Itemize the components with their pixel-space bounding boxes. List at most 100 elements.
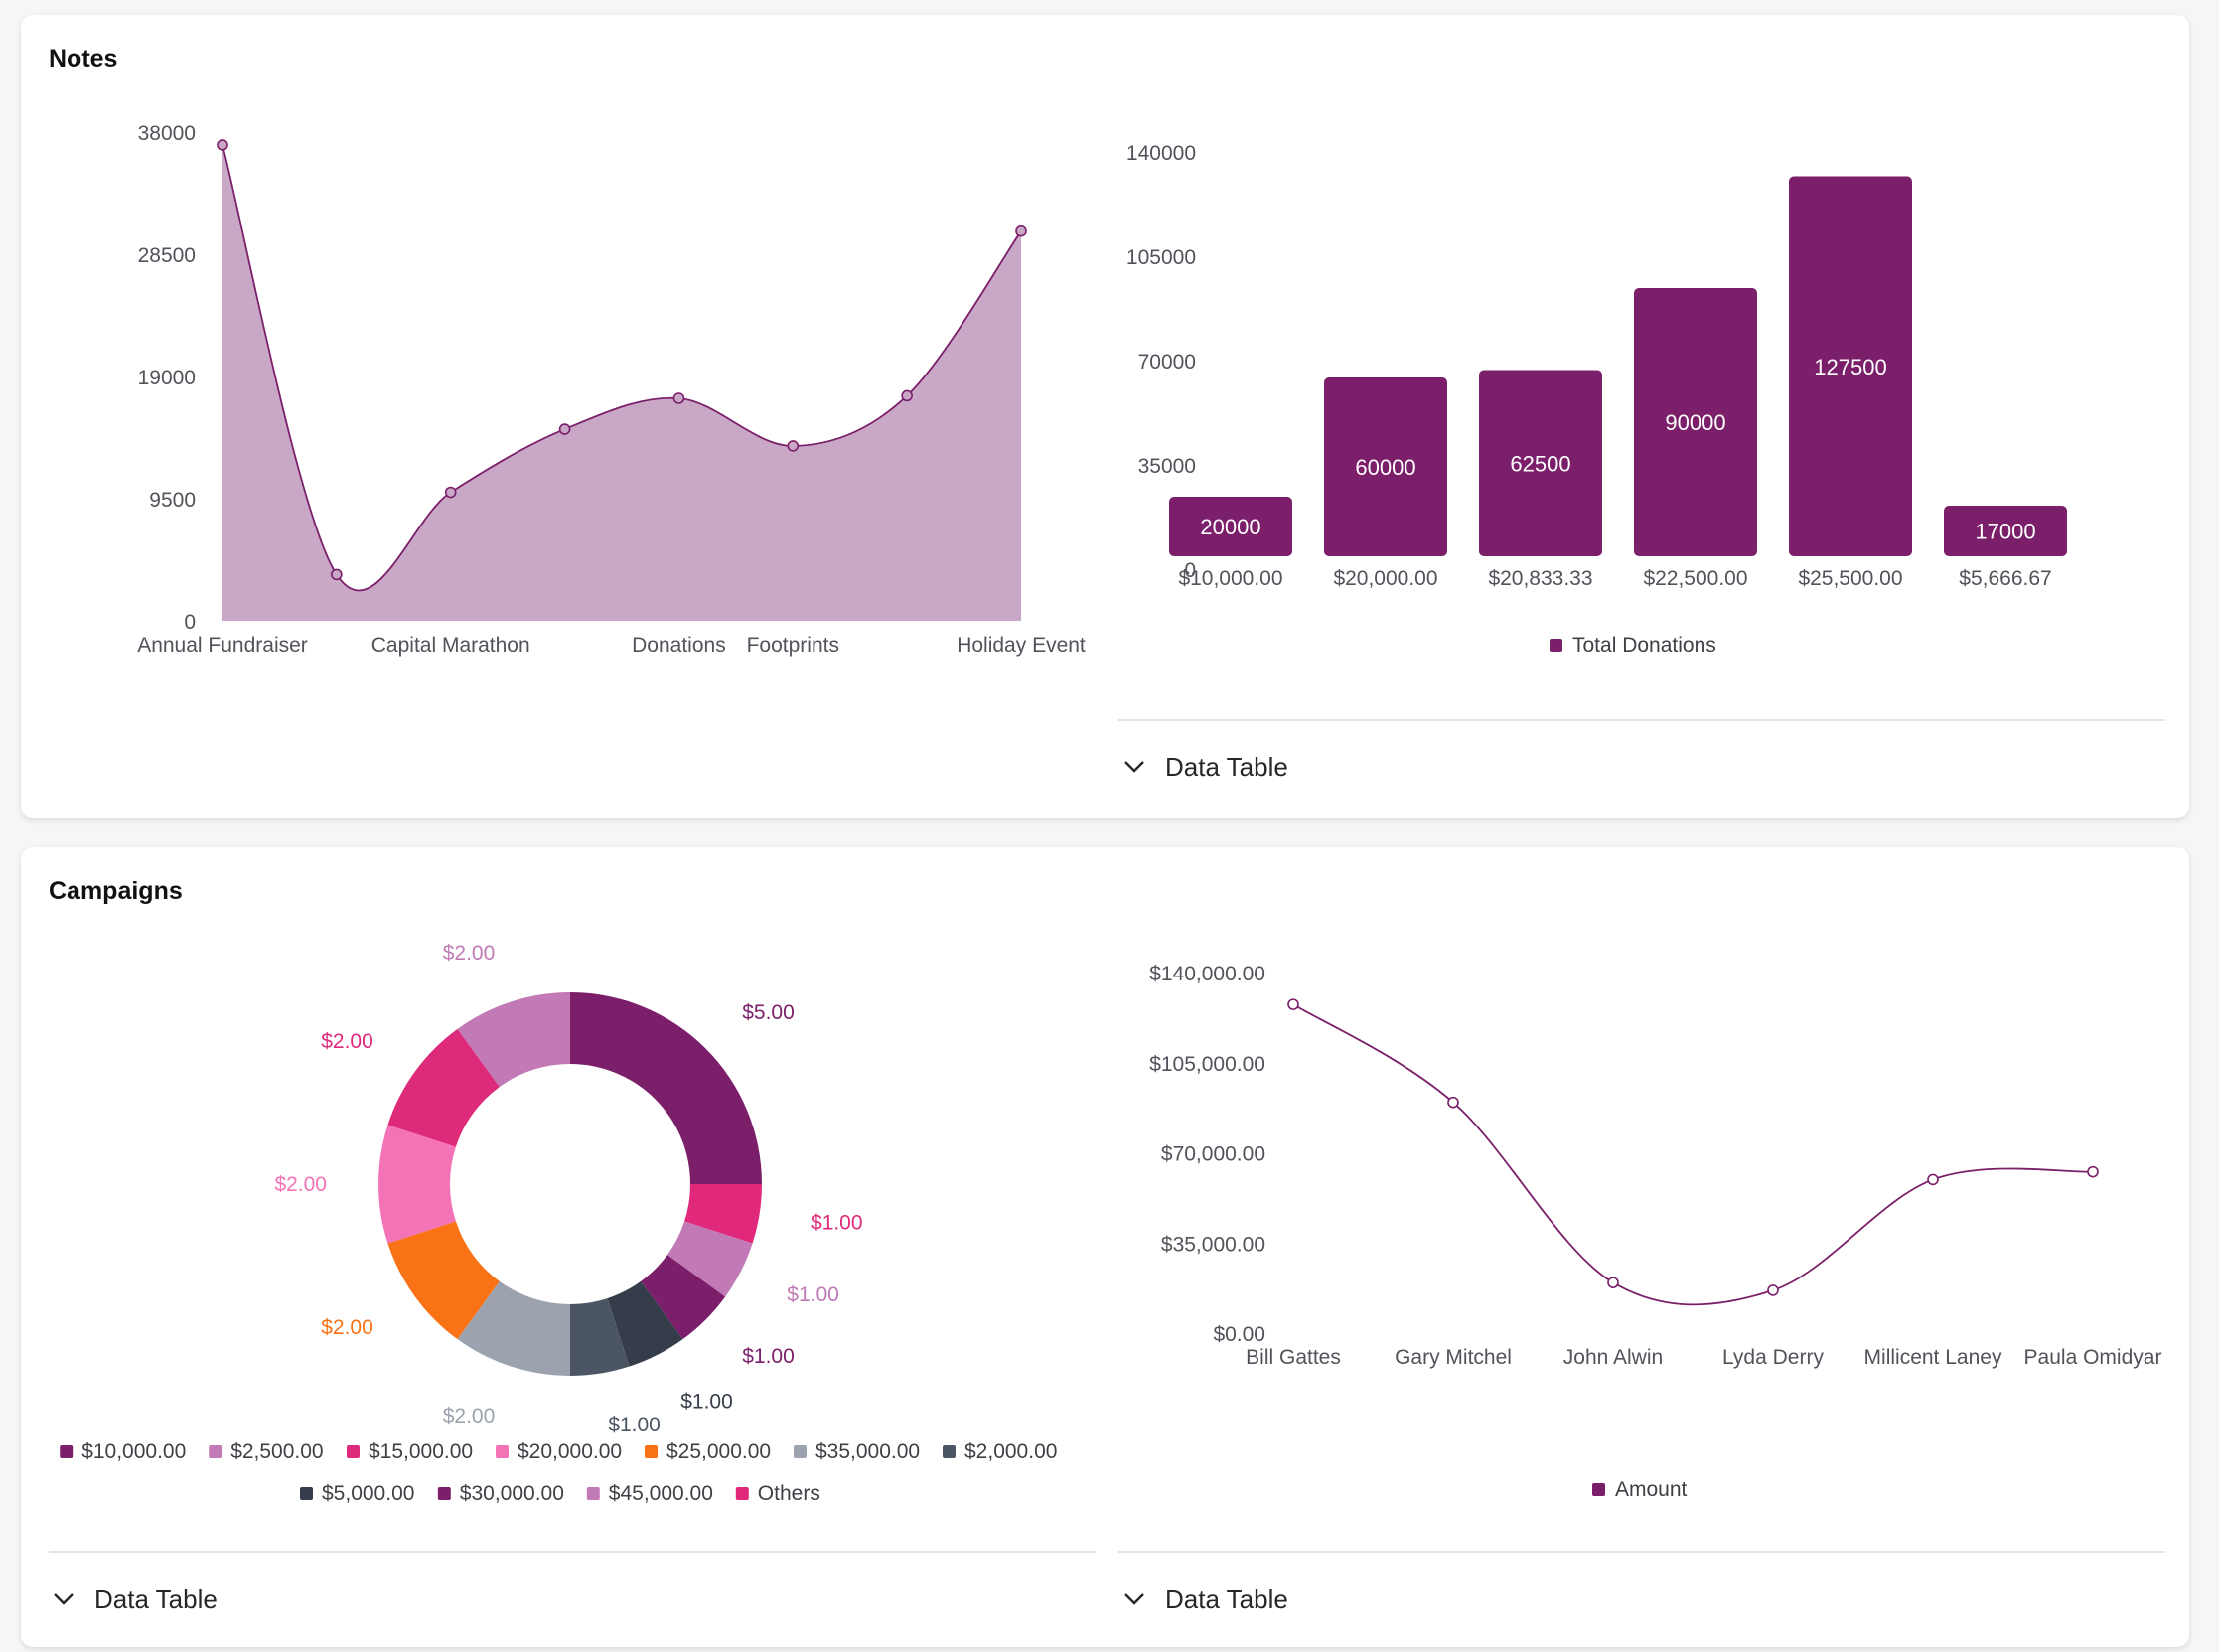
x-tick-label: Donations	[632, 634, 726, 657]
y-tick-label: 0	[184, 611, 196, 634]
data-point	[331, 568, 343, 581]
slice-value-label: $5.00	[742, 1001, 795, 1024]
x-tick-label: $22,500.00	[1643, 567, 1747, 590]
legend-label: Total Donations	[1572, 634, 1716, 657]
campaigns-card-title: Campaigns	[49, 877, 183, 905]
bar-data-label: 62500	[1510, 451, 1570, 476]
x-tick-label: $20,000.00	[1333, 567, 1437, 590]
data-table-label: Data Table	[1165, 751, 1288, 782]
legend-swatch	[794, 1445, 807, 1458]
donut-slice	[641, 1255, 726, 1340]
data-point	[1767, 1284, 1779, 1296]
legend-swatch	[209, 1445, 222, 1458]
data-point	[901, 389, 913, 402]
bar-data-label: 90000	[1665, 410, 1725, 435]
donut-slice	[666, 1221, 753, 1297]
data-point	[672, 392, 685, 404]
data-point	[787, 440, 800, 452]
y-tick-label: 140000	[1126, 142, 1196, 165]
legend-label: Others	[758, 1482, 820, 1505]
y-tick-label: 35000	[1138, 455, 1196, 478]
data-point	[444, 486, 457, 499]
legend-swatch	[586, 1487, 600, 1500]
bar-data-label: 20000	[1200, 515, 1260, 539]
area-fill	[222, 144, 1021, 621]
slice-value-label: $1.00	[680, 1390, 733, 1413]
donut-slice	[378, 1125, 456, 1244]
legend-label: $35,000.00	[815, 1440, 920, 1463]
legend-swatch	[496, 1445, 509, 1458]
slice-value-label: $2.00	[443, 1405, 496, 1427]
y-tick-label: $140,000.00	[1149, 963, 1265, 985]
slice-value-label: $1.00	[608, 1414, 661, 1436]
legend-label: $2,500.00	[230, 1440, 323, 1463]
bar	[1789, 176, 1912, 556]
donut-slice	[457, 1280, 570, 1376]
y-tick-label: $35,000.00	[1161, 1233, 1265, 1256]
slice-value-label: $2.00	[274, 1173, 327, 1196]
legend-swatch	[1550, 639, 1562, 652]
bar	[1944, 506, 2067, 556]
legend-label: Amount	[1615, 1478, 1688, 1501]
data-point	[1447, 1096, 1459, 1109]
campaigns-donut-chart: $5.00 $1.00 $1.00 $1.00 $1.00 $1.00 $2.00 $2.00…	[60, 942, 1057, 1505]
notes-bar-chart: 0 35000 70000 105000 140000 20000 $10,000.00 60…	[1126, 142, 2067, 657]
y-tick-label: 105000	[1126, 246, 1196, 269]
donut-slice	[684, 1184, 762, 1244]
x-tick-label: Bill Gattes	[1246, 1346, 1341, 1369]
y-tick-label: $0.00	[1213, 1323, 1265, 1346]
x-tick-label: $20,833.33	[1488, 567, 1592, 590]
bar-data-label: 17000	[1975, 520, 2035, 544]
donut-slice	[457, 992, 570, 1088]
data-point	[2087, 1165, 2099, 1178]
data-point	[217, 139, 228, 151]
y-tick-label: 28500	[138, 244, 196, 267]
donut-slice	[607, 1280, 683, 1367]
data-point	[1607, 1277, 1619, 1288]
chevron-down-icon	[1124, 1593, 1144, 1605]
x-tick-label: Holiday Event	[957, 634, 1086, 657]
campaigns-donut-data-table-toggle[interactable]: Data Table	[53, 1577, 218, 1621]
notes-card: Notes 0 9500 19000 28500 38000 Annual Fundrai…	[21, 15, 2189, 818]
legend-label: $5,000.00	[322, 1482, 414, 1505]
notes-data-table-toggle[interactable]: Data Table	[1123, 745, 1288, 789]
slice-value-label: $2.00	[321, 1316, 373, 1339]
legend-swatch	[437, 1487, 451, 1500]
y-tick-label: $70,000.00	[1161, 1143, 1265, 1166]
campaigns-line-data-table-toggle[interactable]: Data Table	[1123, 1577, 1288, 1621]
chevron-down-icon	[1124, 761, 1144, 773]
legend-swatch	[735, 1487, 749, 1500]
donut-slice	[570, 992, 762, 1184]
legend-label: $10,000.00	[81, 1440, 186, 1463]
legend-label: $45,000.00	[609, 1482, 713, 1505]
x-tick-label: Paula Omidyar	[2024, 1346, 2162, 1369]
legend-label: $2,000.00	[964, 1440, 1057, 1463]
slice-value-label: $2.00	[321, 1030, 373, 1053]
legend-label: $25,000.00	[666, 1440, 771, 1463]
y-tick-label: 19000	[138, 367, 196, 389]
campaigns-line-divider	[1118, 1551, 2165, 1553]
x-tick-label: Gary Mitchel	[1395, 1346, 1512, 1369]
chevron-down-icon	[54, 1593, 74, 1605]
bar	[1634, 288, 1757, 556]
slice-value-label: $1.00	[787, 1283, 839, 1306]
legend-swatch	[645, 1445, 658, 1458]
bar-data-label: 60000	[1355, 455, 1415, 480]
campaigns-donut-divider	[49, 1551, 1096, 1553]
legend-label: $30,000.00	[460, 1482, 564, 1505]
data-point	[558, 423, 571, 435]
x-tick-label: Annual Fundraiser	[137, 634, 308, 657]
notes-area-chart: 0 9500 19000 28500 38000 Annual Fundraiser Cap…	[137, 122, 1086, 657]
slice-value-label: $2.00	[443, 942, 496, 965]
legend-label: $20,000.00	[518, 1440, 622, 1463]
data-table-label: Data Table	[94, 1583, 218, 1614]
x-tick-label: $25,500.00	[1798, 567, 1902, 590]
data-point	[1927, 1173, 1939, 1186]
donut-slice	[570, 1298, 630, 1376]
x-tick-label: Capital Marathon	[371, 634, 530, 657]
y-tick-label: 70000	[1138, 351, 1196, 374]
y-tick-label: 0	[1184, 559, 1196, 582]
x-tick-label: $5,666.67	[1959, 567, 2051, 590]
legend-swatch	[60, 1445, 74, 1458]
x-tick-label: Lyda Derry	[1722, 1346, 1824, 1369]
